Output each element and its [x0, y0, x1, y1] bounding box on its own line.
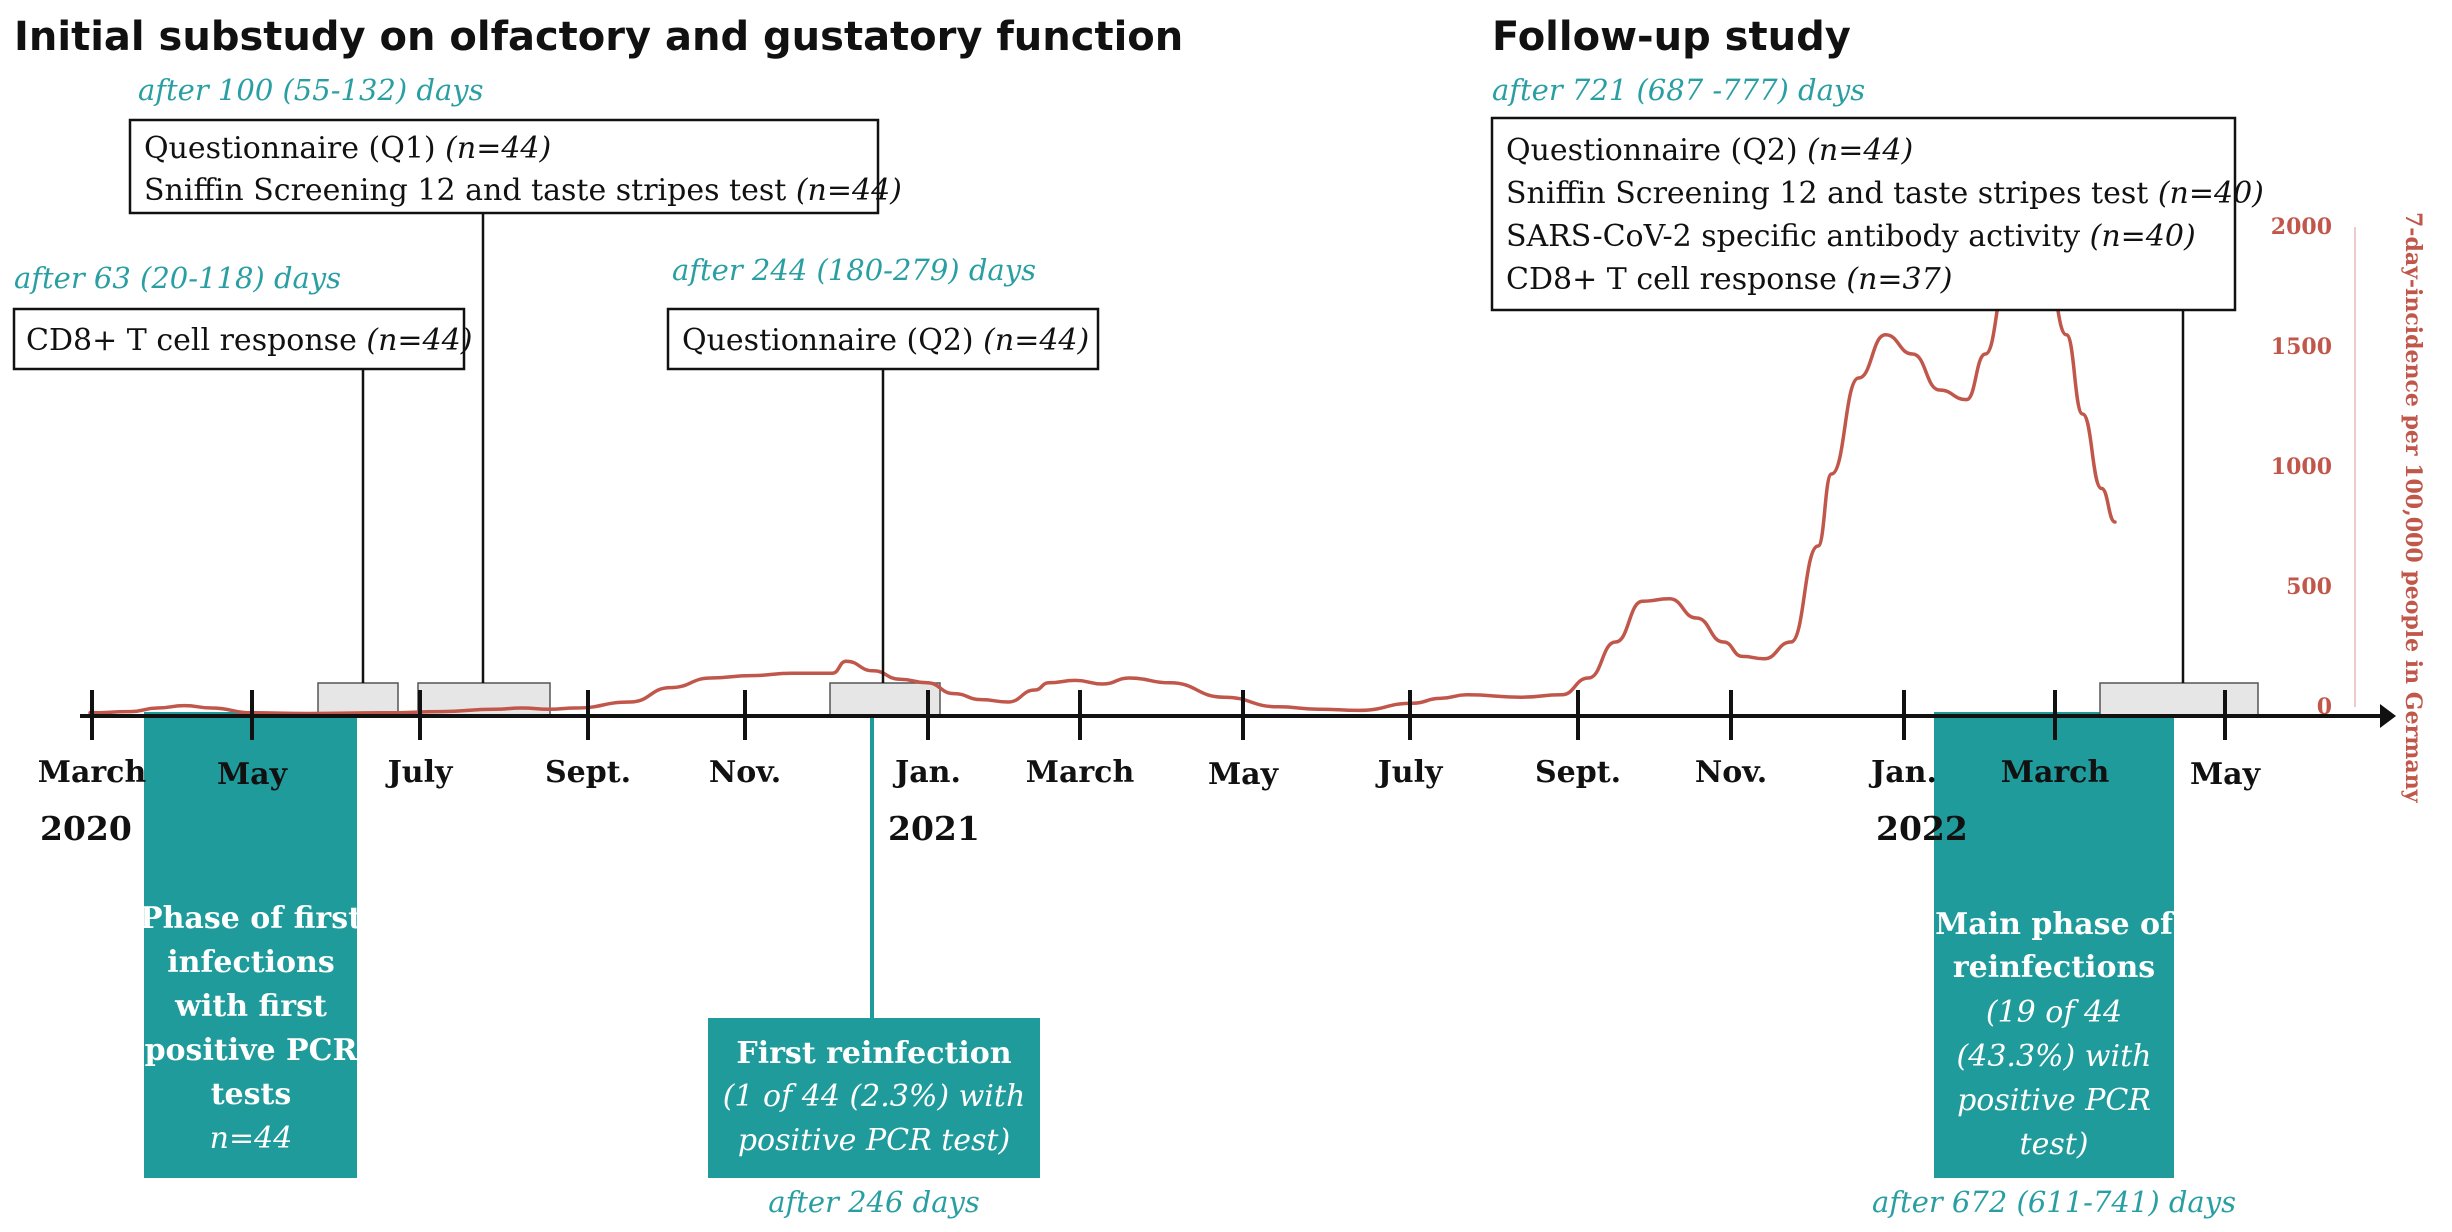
- followup-text-line2: Sniffin Screening 12 and taste stripes t…: [1506, 176, 2264, 211]
- main-reinfections-text: Main phase of reinfections (19 of 44 (43…: [1935, 907, 2175, 1162]
- phase-text-line: reinfections: [1953, 950, 2155, 985]
- first-infections-phase-text: Phase of first infections with first pos…: [140, 901, 362, 1156]
- ytick-label: 0: [2317, 694, 2332, 720]
- phase-text-line: (43.3%) with: [1957, 1039, 2152, 1074]
- month-label: May: [217, 757, 289, 792]
- followup-text-line3: SARS-CoV-2 specific antibody activity (n…: [1506, 219, 2196, 254]
- ytick-label: 1500: [2271, 334, 2332, 360]
- q1-box: [128, 118, 880, 215]
- followup-timing: after 721 (687 -777) days: [1492, 73, 1865, 107]
- month-labels: March May July Sept. Nov. Jan. March May…: [38, 755, 2262, 792]
- followup-text-line4: CD8+ T cell response (n=37): [1506, 262, 1952, 297]
- month-label: Sept.: [1535, 755, 1621, 790]
- first-reinfection-timing: after 246 days: [768, 1185, 980, 1219]
- month-label: March: [38, 755, 147, 790]
- phase-text-line: test): [2020, 1127, 2089, 1162]
- q2-initial-marker: [829, 682, 941, 716]
- phase-n: n=44: [210, 1121, 293, 1156]
- incidence-line: [88, 249, 2117, 716]
- cd8-initial-marker: [317, 682, 399, 716]
- q1-text-line1: Questionnaire (Q1) (n=44): [144, 131, 551, 166]
- month-label: May: [2190, 757, 2262, 792]
- ytick-label: 1000: [2271, 454, 2332, 480]
- month-label: Jan.: [1868, 755, 1937, 790]
- month-label: Jan.: [892, 755, 961, 790]
- phase-text-line: (19 of 44: [1986, 995, 2122, 1030]
- followup-box: [1490, 116, 2237, 312]
- q1-text-line2: Sniffin Screening 12 and taste stripes t…: [144, 173, 902, 208]
- first-reinfection-text: First reinfection (1 of 44 (2.3%) with p…: [723, 1036, 1026, 1158]
- month-label: July: [1375, 755, 1444, 790]
- phase-text-line: infections: [167, 945, 334, 980]
- first-reinfection-connector: [870, 712, 874, 1018]
- main-reinfections-phase-box: [1934, 712, 2174, 1178]
- incidence-axis: 2000 1000 500 1500 0 7-day-incidence per…: [2271, 212, 2426, 804]
- followup-marker: [2099, 682, 2259, 716]
- year-label-2022: 2022: [1876, 809, 1968, 848]
- month-label: July: [385, 755, 454, 790]
- month-label: May: [1208, 757, 1280, 792]
- year-label-2021: 2021: [888, 809, 980, 848]
- ytick-label: 2000: [2271, 214, 2332, 240]
- q2-initial-box: [666, 307, 1100, 371]
- first-infections-phase-box: [144, 712, 357, 1178]
- main-reinfections-timing: after 672 (611-741) days: [1872, 1185, 2236, 1219]
- q1-timing: after 100 (55-132) days: [138, 73, 484, 107]
- month-ticks: [90, 690, 2227, 740]
- month-label: Nov.: [709, 755, 781, 790]
- q2-initial-timing: after 244 (180-279) days: [672, 253, 1036, 287]
- followup-study-title: Follow-up study: [1492, 14, 1851, 60]
- ytick-label: 500: [2286, 574, 2332, 600]
- cd8-initial-text: CD8+ T cell response (n=44): [26, 323, 472, 358]
- first-reinfection-box: [708, 1018, 1040, 1178]
- phase-text-line: Phase of first: [140, 901, 362, 936]
- month-label: March: [2001, 755, 2110, 790]
- first-reinfection-line2: (1 of 44 (2.3%) with: [723, 1079, 1026, 1114]
- phase-text-line: positive PCR: [1957, 1083, 2151, 1118]
- timeline-arrow: [2380, 704, 2396, 728]
- month-label: March: [1026, 755, 1135, 790]
- phase-text-line: tests: [211, 1077, 292, 1112]
- phase-text-line: with first: [174, 989, 327, 1024]
- incidence-axis-label: 7-day-incidence per 100,000 people in Ge…: [2400, 212, 2426, 804]
- initial-substudy-title: Initial substudy on olfactory and gustat…: [14, 14, 1183, 60]
- month-label: Nov.: [1695, 755, 1767, 790]
- phase-text-line: Main phase of: [1935, 907, 2175, 942]
- followup-text-line1: Questionnaire (Q2) (n=44): [1506, 133, 1913, 168]
- cd8-initial-timing: after 63 (20-118) days: [14, 261, 341, 295]
- q2-initial-text: Questionnaire (Q2) (n=44): [682, 323, 1089, 358]
- month-label: Sept.: [545, 755, 631, 790]
- phase-text-line: positive PCR: [145, 1033, 359, 1068]
- first-reinfection-line3: positive PCR test): [738, 1123, 1010, 1158]
- cd8-initial-box: [12, 307, 466, 371]
- first-reinfection-title: First reinfection: [736, 1036, 1011, 1071]
- year-label-2020: 2020: [40, 809, 132, 848]
